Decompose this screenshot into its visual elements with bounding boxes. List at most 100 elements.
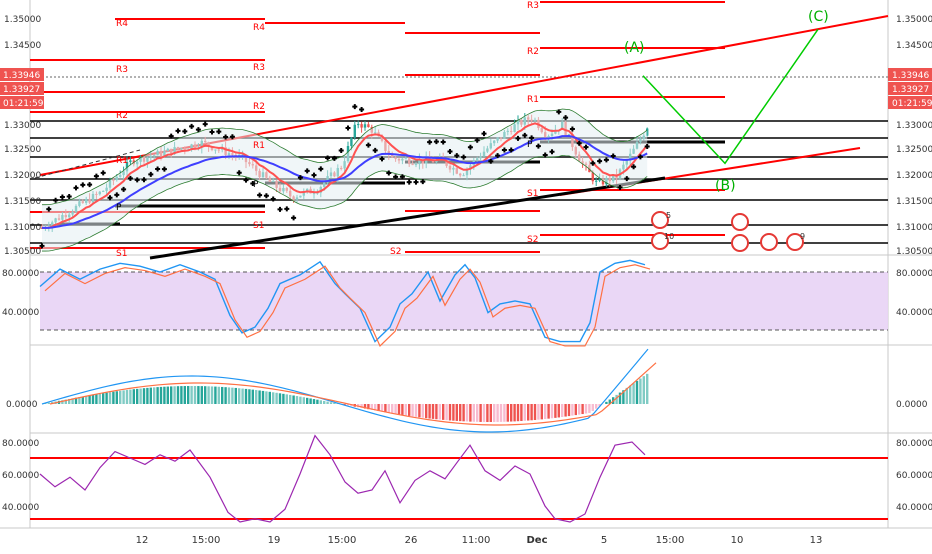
macd-bar [571, 404, 573, 416]
stoch-tick: 80.0000 [896, 269, 932, 279]
macd-bar [102, 393, 104, 404]
pivot-label: R2 [116, 111, 128, 121]
macd-bar [581, 404, 583, 414]
macd-bar [418, 404, 420, 417]
price-tick: 1.31000 [4, 223, 41, 233]
wave-label-a: (A) [624, 40, 645, 56]
pivot-label: R2 [527, 47, 539, 57]
candle-body [598, 179, 600, 181]
macd-bar [547, 404, 549, 419]
macd-bar [428, 404, 430, 419]
macd-bar [303, 397, 305, 404]
pivot-label: S1 [116, 249, 127, 259]
rsi-tick: 80.0000 [2, 439, 39, 449]
price-tick: 1.31500 [896, 197, 932, 207]
candle-body [354, 125, 356, 138]
pivot-label: R3 [253, 63, 265, 73]
macd-bar [561, 404, 563, 417]
macd-bar [493, 404, 495, 422]
price-tick: 1.30500 [896, 247, 932, 257]
macd-bar [180, 386, 182, 404]
macd-bar [527, 404, 529, 421]
macd-bar [639, 379, 641, 404]
time-label: 10 [731, 535, 744, 546]
macd-bar [384, 404, 386, 412]
macd-bar [136, 389, 138, 404]
countdown-text: 01:21:59 [892, 99, 932, 109]
macd-bar [255, 390, 257, 404]
price-tick: 1.34500 [4, 41, 41, 51]
price-tick: 1.35000 [896, 15, 932, 25]
macd-bar [435, 404, 437, 419]
macd-bar [585, 404, 587, 414]
event-badge-count: 9 [800, 232, 805, 241]
macd-bar [282, 394, 284, 404]
rsi-tick: 80.0000 [896, 439, 932, 449]
macd-bar [309, 398, 311, 404]
macd-bar [126, 390, 128, 404]
macd-bar [442, 404, 444, 420]
prev-price-text: 1.33927 [892, 85, 929, 95]
macd-bar [150, 388, 152, 404]
macd-bar [592, 404, 594, 411]
macd-bar [156, 387, 158, 404]
pivot-label: R3 [527, 1, 539, 11]
macd-bar [228, 387, 230, 404]
candle-body [357, 124, 359, 125]
macd-bar [160, 387, 162, 404]
macd-bar [408, 404, 410, 416]
macd-bar [432, 404, 434, 419]
macd-bar [415, 404, 417, 417]
macd-bar [605, 402, 607, 404]
macd-bar [292, 395, 294, 404]
macd-bar [201, 386, 203, 404]
macd-bar [197, 386, 199, 404]
rsi-tick: 40.0000 [2, 503, 39, 513]
macd-bar [187, 386, 189, 404]
macd-bar [401, 404, 403, 415]
macd-bar [221, 387, 223, 404]
price-tick: 1.34500 [896, 41, 932, 51]
macd-bar [507, 404, 509, 422]
macd-bar [211, 386, 213, 404]
macd-bar [269, 392, 271, 404]
rsi-tick: 60.0000 [896, 471, 932, 481]
price-tick: 1.33000 [896, 121, 932, 131]
time-label: 15:00 [192, 535, 221, 546]
macd-bar [248, 389, 250, 404]
macd-bar [517, 404, 519, 421]
macd-bar [85, 396, 87, 404]
macd-bar [469, 404, 471, 422]
pivot-label: S2 [527, 235, 538, 245]
rsi-tick: 40.0000 [896, 503, 932, 513]
price-tick: 1.32000 [896, 171, 932, 181]
macd-bar [500, 404, 502, 422]
price-tick: 1.30500 [4, 247, 41, 257]
last-price-text: 1.33946 [3, 71, 40, 81]
candle-body [350, 138, 352, 146]
macd-bar [510, 404, 512, 422]
time-label: 26 [405, 535, 418, 546]
macd-bar [99, 394, 101, 404]
time-label: 11:00 [462, 535, 491, 546]
time-label: 15:00 [328, 535, 357, 546]
macd-bar [398, 404, 400, 414]
macd-bar [578, 404, 580, 415]
macd-bar [422, 404, 424, 418]
pivot-label: R1 [116, 156, 128, 166]
macd-bar [394, 404, 396, 414]
macd-bar [252, 390, 254, 404]
candle-body [360, 124, 362, 127]
macd-bar [224, 387, 226, 404]
macd-bar [109, 392, 111, 404]
price-panel[interactable] [30, 0, 888, 255]
macd-bar [636, 381, 638, 404]
macd-bar [496, 404, 498, 422]
time-label: 13 [810, 535, 823, 546]
macd-bar [456, 404, 458, 421]
pivot-label: R1 [253, 141, 265, 151]
time-label: 15:00 [656, 535, 685, 546]
price-tick: 1.32500 [896, 145, 932, 155]
